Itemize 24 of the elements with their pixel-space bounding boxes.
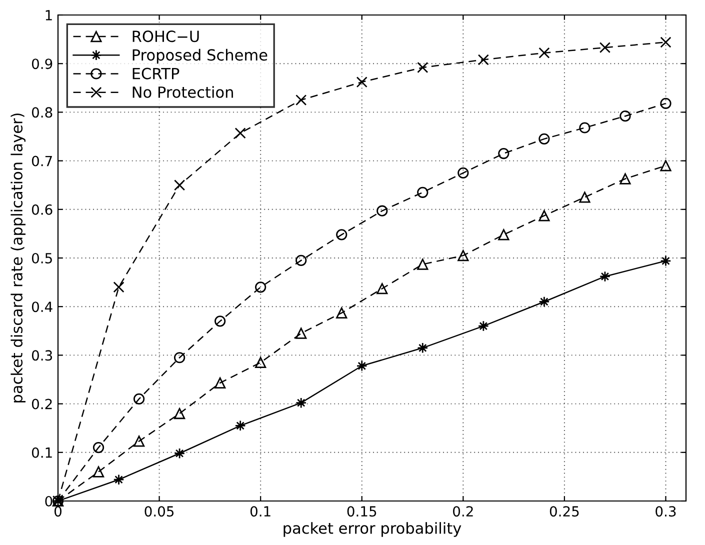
y-tick-label: 0.2 [32,398,52,410]
y-tick-label: 0.9 [32,58,52,70]
legend-label: ECRTP [132,68,180,80]
x-tick-label: 0.2 [453,506,473,517]
x-tick-label: 0 [54,506,62,517]
x-tick-label: 0.05 [144,506,174,517]
y-tick-label: 0.8 [32,107,52,118]
y-tick-label: 0.3 [32,350,52,361]
x-tick-label: 0.1 [250,506,270,517]
x-tick-label: 0.15 [347,506,376,517]
y-tick-label: 0.4 [32,302,52,312]
y-tick-label: 0.6 [32,204,52,215]
x-tick-label: 0.25 [550,506,579,517]
legend-label: No Protection [132,86,233,98]
x-axis-title: packet error probability [284,522,462,537]
legend-label: ROHC−U [132,30,199,42]
x-tick-label: 0.3 [656,506,676,517]
y-tick-label: 0 [45,496,52,506]
y-tick-label: 0.1 [32,447,52,458]
y-tick-label: 0.7 [32,156,52,166]
y-axis-title: packet discard rate (application layer) [10,114,26,402]
y-tick-label: 0.5 [32,252,52,264]
legend-label: Proposed Scheme [132,48,268,64]
y-tick-label: 1 [46,10,52,20]
